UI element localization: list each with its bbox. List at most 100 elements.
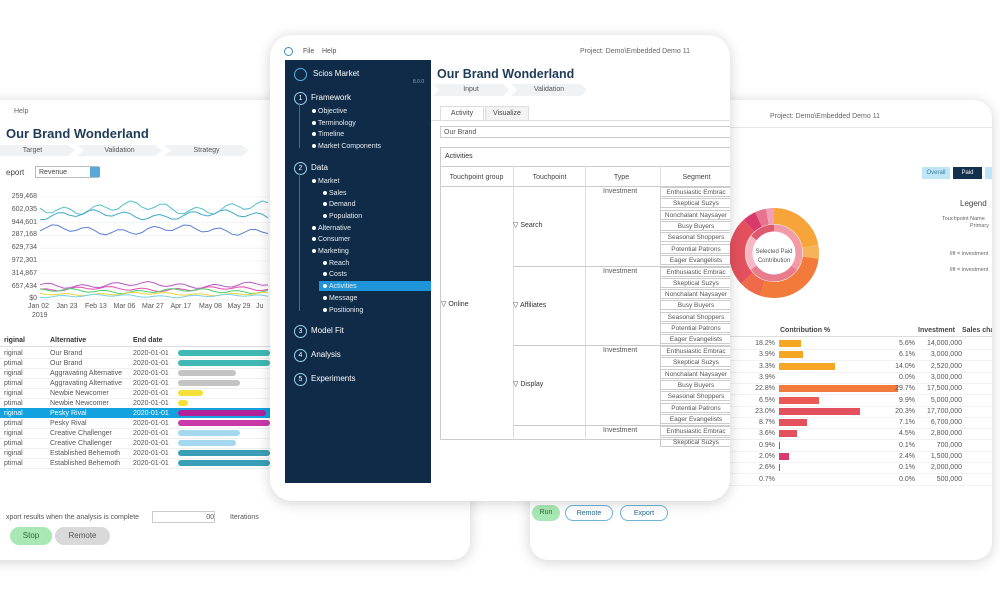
nav-item[interactable]: Timeline [318, 131, 345, 139]
toggle-button[interactable] [985, 167, 992, 179]
series-line [39, 209, 269, 221]
series-line [39, 200, 269, 216]
nav-item[interactable]: Reach [329, 259, 350, 267]
share-value: 2.4% [899, 453, 915, 460]
table-header: Sales cha [962, 327, 992, 334]
menu-item[interactable]: File [303, 48, 315, 55]
table-cell: ptimal [4, 420, 23, 427]
tree-dot [323, 190, 327, 195]
tree-dot [323, 284, 327, 289]
tree-dot [312, 109, 316, 113]
segment-cell: Eager Evangelists [660, 334, 730, 345]
row-rule [530, 484, 992, 486]
nav-item[interactable]: Alternative [318, 224, 352, 232]
toggle-button[interactable]: Overall [922, 167, 950, 179]
segment-cell: Nonchalant Naysayer [660, 289, 730, 300]
investment-value: 17,700,000 [926, 407, 962, 415]
share-value: 0.0% [899, 373, 915, 381]
nav-item[interactable]: Population [329, 212, 363, 220]
tab[interactable]: Activity [440, 106, 484, 120]
nav-item[interactable]: Activities [329, 283, 357, 291]
tree-dot [312, 144, 316, 149]
share-bar [779, 430, 797, 438]
tree-dot [312, 249, 316, 253]
contribution-value: 0.7% [759, 475, 775, 483]
segment-cell: Potential Patrons [660, 323, 730, 333]
nav-section[interactable]: Analysis [311, 350, 341, 360]
step[interactable] [77, 145, 162, 156]
nav-item[interactable]: Costs [329, 271, 347, 279]
share-bar [779, 419, 808, 427]
contribution-value: 3.9% [759, 373, 775, 381]
nav-item[interactable]: Consumer [318, 236, 351, 244]
column-rule [513, 166, 514, 440]
progress-bar [178, 400, 188, 406]
step[interactable] [433, 84, 509, 96]
action-button[interactable]: Remote [565, 505, 613, 521]
revenue-chart [39, 196, 272, 300]
toggle-button[interactable]: Paid [953, 167, 982, 179]
tab[interactable]: Visualize [485, 106, 529, 121]
type-label: Investment [603, 267, 638, 275]
table-cell: Pesky Rival [50, 420, 87, 427]
investment-value: 700,000 [936, 441, 962, 449]
row-rule [530, 371, 992, 373]
donut-chart [729, 208, 819, 298]
row-rule [0, 358, 272, 359]
nav-item[interactable]: Sales [329, 189, 347, 197]
table-cell: Aggravating Alternative [50, 370, 122, 377]
button[interactable]: Stop [10, 527, 52, 545]
step-number: 4 [294, 349, 307, 363]
share-value: 0.1% [899, 464, 915, 472]
menu-item[interactable]: Help [322, 48, 337, 55]
tree-dot [323, 272, 327, 277]
investment-value: 6,700,000 [930, 419, 962, 427]
tree-dot [312, 237, 316, 242]
menu-item[interactable]: Help [14, 108, 29, 115]
table-cell: 2020-01-01 [133, 350, 169, 357]
contribution-value: 3.3% [759, 362, 775, 370]
step[interactable] [164, 145, 249, 156]
nav-item[interactable]: Market Components [318, 143, 382, 151]
button[interactable]: Remote [55, 527, 110, 545]
tree-dot [323, 202, 327, 207]
step[interactable] [511, 84, 587, 96]
nav-item[interactable]: Marketing [318, 248, 349, 255]
table-cell: ptimal [4, 360, 23, 367]
table-cell: 2020-01-01 [133, 460, 169, 467]
legend-name: Touchpoint Name [942, 216, 985, 222]
brand-field[interactable]: Our Brand [440, 126, 730, 138]
step-number: 2 [294, 161, 307, 175]
step-label: Target [22, 147, 43, 154]
nav-section[interactable]: Framework [311, 93, 352, 102]
segment-cell: Seasonal Shoppers [660, 391, 730, 402]
nav-item[interactable]: Message [329, 294, 358, 302]
action-button[interactable]: Export [620, 505, 668, 521]
touchpoint-label: ▽ Search [513, 222, 543, 229]
contribution-value: 8.7% [759, 419, 775, 427]
nav-item[interactable]: Positioning [329, 306, 364, 314]
step[interactable] [0, 145, 75, 156]
tree-line [299, 172, 300, 312]
nav-section[interactable]: Experiments [311, 374, 356, 384]
nav-item[interactable]: Market [318, 177, 340, 185]
iterations-input[interactable]: 00 [152, 511, 215, 523]
progress-bar [178, 380, 240, 386]
nav-item[interactable]: Demand [329, 201, 356, 209]
nav-section[interactable]: Model Fit [311, 326, 344, 336]
series-line [39, 291, 268, 297]
progress-bar [178, 370, 236, 376]
row-rule [0, 388, 272, 389]
segment-cell: Eager Evangelists [660, 254, 730, 265]
nav-section[interactable]: Data [311, 162, 328, 172]
share-value: 9.9% [899, 396, 915, 404]
nav-item[interactable]: Terminology [318, 119, 356, 127]
action-button[interactable]: Run [532, 505, 560, 521]
share-bar [779, 385, 898, 393]
series-line [39, 287, 269, 295]
nav-item[interactable]: Objective [318, 108, 348, 115]
table-cell: Newbie Newcomer [50, 390, 109, 397]
donut-segment [729, 208, 819, 298]
toolbar-rule [530, 127, 992, 128]
